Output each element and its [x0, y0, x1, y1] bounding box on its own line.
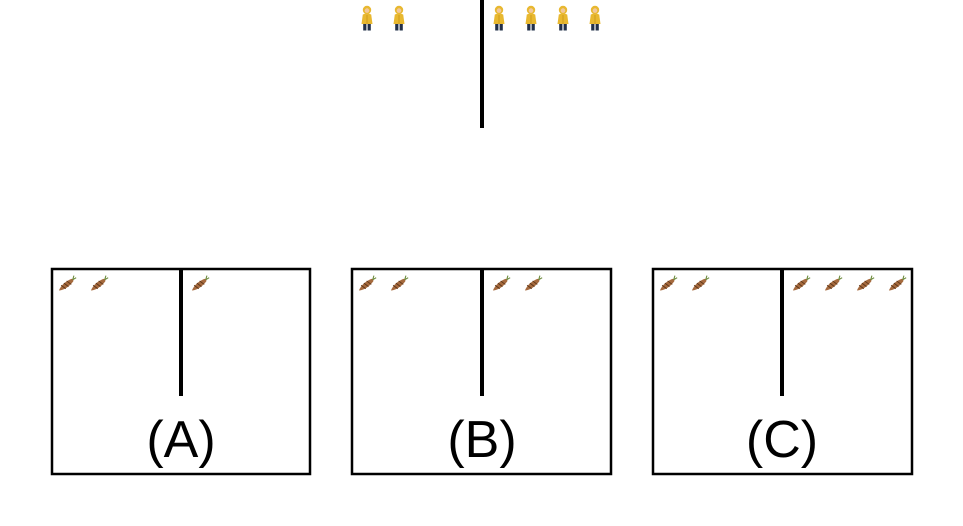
- carrot-icon: [524, 275, 543, 291]
- option-b-right-carrots: [492, 275, 543, 291]
- person-icon: [525, 5, 537, 31]
- person-icon: [361, 5, 373, 31]
- person-icon: [493, 5, 505, 31]
- option-c-left-carrots: [659, 275, 710, 291]
- carrot-icon: [191, 275, 210, 291]
- option-a-left-carrots: [58, 275, 109, 291]
- carrot-icon: [792, 275, 811, 291]
- carrot-icon: [824, 275, 843, 291]
- carrot-icon: [58, 275, 77, 291]
- option-b-panel[interactable]: (B): [350, 267, 613, 476]
- carrot-icon: [888, 275, 907, 291]
- top-figure: [361, 0, 601, 128]
- option-c-right-carrots: [792, 275, 907, 291]
- option-b-label: (B): [447, 411, 516, 469]
- carrot-icon: [90, 275, 109, 291]
- option-a-label: (A): [146, 411, 215, 469]
- top-left-people: [361, 5, 405, 31]
- option-c-label: (C): [746, 411, 818, 469]
- person-icon: [589, 5, 601, 31]
- person-icon: [557, 5, 569, 31]
- top-right-people: [493, 5, 601, 31]
- carrot-icon: [390, 275, 409, 291]
- option-a-right-carrots: [191, 275, 210, 291]
- carrot-icon: [856, 275, 875, 291]
- person-icon: [393, 5, 405, 31]
- carrot-icon: [358, 275, 377, 291]
- option-c-panel[interactable]: (C): [651, 267, 914, 476]
- carrot-icon: [492, 275, 511, 291]
- carrot-icon: [691, 275, 710, 291]
- carrot-icon: [659, 275, 678, 291]
- option-b-left-carrots: [358, 275, 409, 291]
- option-a-panel[interactable]: (A): [50, 267, 312, 476]
